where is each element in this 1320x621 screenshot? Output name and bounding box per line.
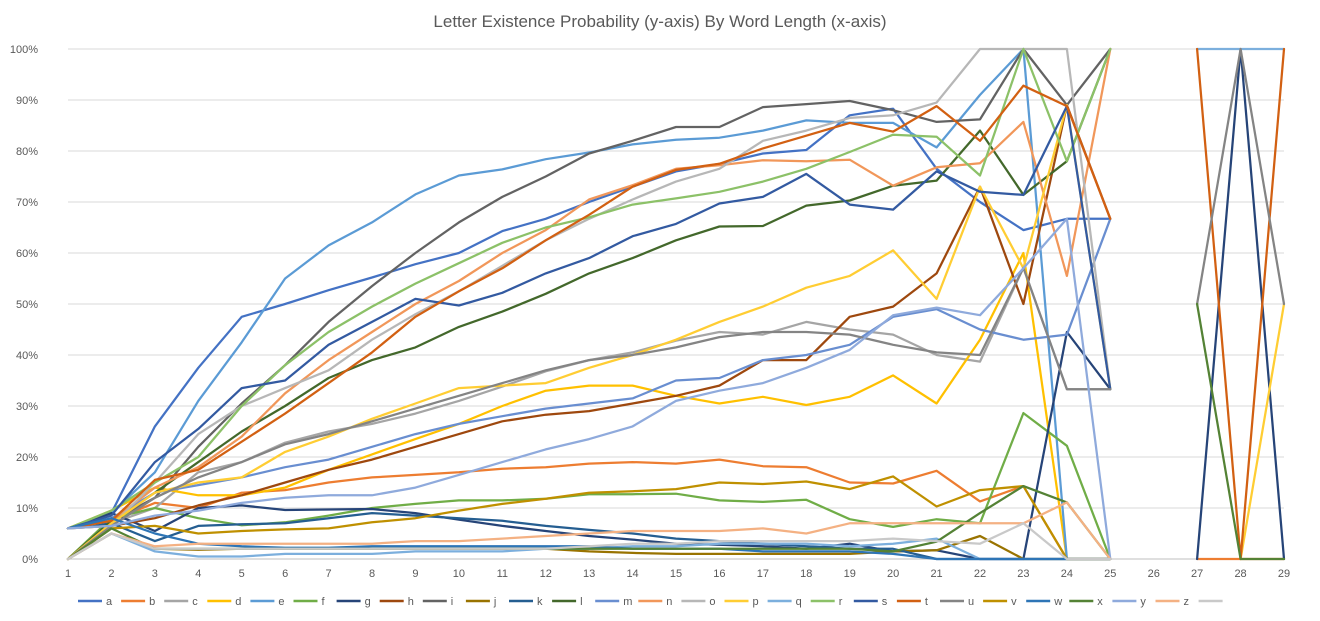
x-tick-label: 18 [800,568,812,580]
x-tick-label: 14 [626,568,638,580]
series-line-x [66,302,1286,561]
x-tick-label: 10 [453,568,465,580]
legend-label: u [968,596,974,608]
legend-label: r [839,596,843,608]
legend-label: t [925,596,928,608]
x-tick-label: 21 [930,568,942,580]
chart-title: Letter Existence Probability (y-axis) By… [433,12,886,31]
y-tick-label: 20% [16,452,38,464]
x-tick-label: 19 [844,568,856,580]
legend-label: x [1097,596,1103,608]
series-line-y [66,217,1112,561]
y-tick-label: 80% [16,146,38,158]
x-tick-label: 25 [1104,568,1116,580]
legend-label: f [322,596,326,608]
legend-label: w [1053,596,1062,608]
x-tick-label: 28 [1234,568,1246,580]
gridlines [68,48,1284,509]
x-tick-label: 1 [65,568,71,580]
series-line-a [66,107,1112,530]
y-tick-label: 10% [16,503,38,515]
y-tick-label: 100% [10,44,38,56]
legend-label: n [666,596,672,608]
x-tick-label: 20 [887,568,899,580]
x-tick-label: 16 [713,568,725,580]
legend-label: s [882,596,888,608]
x-tick-label: 13 [583,568,595,580]
x-tick-label: 27 [1191,568,1203,580]
x-tick-label: 6 [282,568,288,580]
x-tick-label: 26 [1148,568,1160,580]
legend-label: y [1140,596,1146,608]
y-tick-label: 40% [16,350,38,362]
y-tick-label: 90% [16,95,38,107]
axes: 0%10%20%30%40%50%60%70%80%90%100%1 2 3 4 5 6 7… [10,44,1290,580]
legend-label: c [192,596,198,608]
series-line-h [66,103,1112,530]
legend-label: g [365,596,371,608]
x-tick-label: 5 [239,568,245,580]
series-line-i [66,47,1112,530]
x-tick-label: 8 [369,568,375,580]
legend-label: m [623,596,632,608]
legend-label: d [235,596,241,608]
x-tick-label: 11 [497,568,508,580]
series-line-v [66,475,1112,561]
x-tick-label: 29 [1278,568,1290,580]
y-tick-label: 30% [16,401,38,413]
series-line-n [66,47,1112,530]
x-tick-label: 23 [1017,568,1029,580]
series-line-p [66,103,1286,561]
legend-label: q [796,596,802,608]
y-tick-label: 50% [16,299,38,311]
series-lines [66,47,1286,561]
x-tick-label: 12 [540,568,552,580]
series-line-l [66,47,1112,561]
y-tick-label: 70% [16,197,38,209]
legend-label: o [709,596,715,608]
series-line-z [66,501,1112,561]
legend-label: z [1184,596,1190,608]
x-tick-label: 3 [152,568,158,580]
y-tick-label: 60% [16,248,38,260]
x-tick-label: 4 [195,568,201,580]
x-tick-label: 24 [1061,568,1073,580]
legend-label: h [408,596,414,608]
legend-label: a [106,596,113,608]
x-tick-label: 2 [108,568,114,580]
legend-label: j [493,596,496,608]
legend-label: p [753,596,759,608]
y-tick-label: 0% [22,554,38,566]
legend: a b c d e f g h i j k l m n o p q r s t u v w x y z [78,596,1223,608]
series-line-r [66,47,1112,530]
x-tick-label: 15 [670,568,682,580]
legend-label: b [149,596,155,608]
x-tick-label: 9 [412,568,418,580]
legend-label: v [1011,596,1017,608]
series-line-s [66,104,1112,530]
series-line-unnamed [66,522,1112,561]
legend-label: i [451,596,453,608]
x-tick-label: 7 [326,568,332,580]
legend-label: l [580,596,582,608]
x-tick-label: 22 [974,568,986,580]
legend-label: k [537,596,543,608]
legend-label: e [278,596,284,608]
x-tick-label: 17 [757,568,769,580]
series-line-u [66,47,1286,561]
